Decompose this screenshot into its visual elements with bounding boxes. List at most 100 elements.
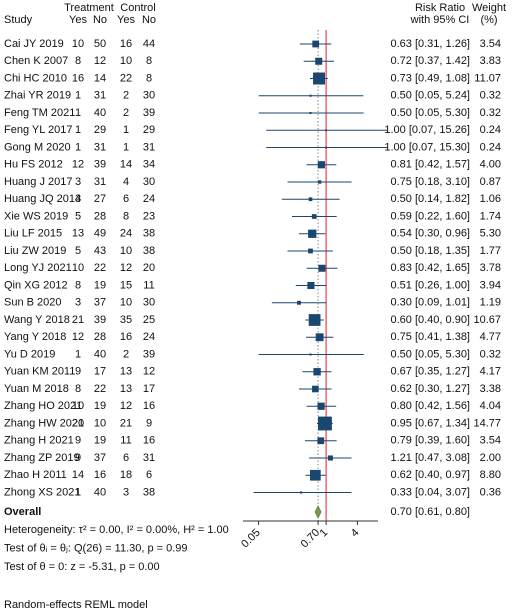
effect-label: 0.75 [0.41, 1.38]: [390, 331, 470, 343]
count-cell: 37: [94, 297, 106, 309]
weight-label: 0.24: [480, 124, 501, 136]
count-cell: 40: [94, 107, 106, 119]
effect-label: 0.50 [0.05, 5.30]: [390, 348, 470, 360]
study-label: Gong M 2020: [4, 141, 71, 153]
study-label: Zhong XS 2021: [4, 486, 80, 498]
count-cell: 39: [143, 107, 155, 119]
count-cell: 2: [123, 348, 129, 360]
count-cell: 12: [143, 366, 155, 378]
point-estimate: [320, 163, 323, 166]
count-cell: 28: [94, 210, 106, 222]
count-cell: 43: [94, 245, 106, 257]
study-header: Study: [4, 14, 33, 26]
count-cell: 3: [75, 297, 81, 309]
count-cell: 31: [94, 90, 106, 102]
point-estimate: [314, 43, 317, 45]
count-cell: 39: [94, 314, 106, 326]
weight-label: 4.04: [480, 400, 501, 412]
overall-diamond: [314, 505, 322, 519]
effect-label: 0.81 [0.42, 1.57]: [390, 159, 470, 171]
point-estimate: [316, 370, 319, 373]
count-cell: 21: [72, 314, 84, 326]
weight-label: 3.94: [480, 279, 501, 291]
count-cell: 38: [143, 486, 155, 498]
effect-label: 0.51 [0.26, 1.00]: [390, 279, 470, 291]
count-cell: 1: [75, 90, 81, 102]
study-label: Chi HC 2010: [4, 72, 67, 84]
count-cell: 22: [94, 383, 106, 395]
count-cell: 12: [120, 400, 132, 412]
count-cell: 11: [143, 279, 154, 291]
count-cell: 30: [143, 90, 155, 102]
effect-label: 0.95 [0.67, 1.34]: [390, 417, 470, 429]
count-cell: 40: [94, 348, 106, 360]
study-label: Zhang H 2021: [4, 435, 74, 447]
effect-subheader: with 95% CI: [410, 14, 470, 26]
weight-label: 0.32: [480, 107, 501, 119]
weight-label: 1.77: [480, 245, 501, 257]
effect-label: 0.67 [0.35, 1.27]: [390, 366, 470, 378]
count-cell: 30: [143, 297, 155, 309]
count-cell: 19: [94, 400, 106, 412]
point-estimate: [311, 232, 314, 235]
count-cell: 2: [123, 107, 129, 119]
study-label: Qin XG 2012: [4, 279, 68, 291]
study-label: Yang Y 2018: [4, 331, 66, 343]
effect-label: 1.21 [0.47, 3.08]: [390, 452, 470, 464]
overall-effect-label: 0.70 [0.61, 0.80]: [390, 506, 470, 518]
point-estimate: [309, 250, 312, 252]
effect-label: 0.59 [0.22, 1.60]: [390, 210, 470, 222]
point-estimate: [329, 457, 332, 459]
footnote: Test of θ = 0: z = -5.31, p = 0.00: [4, 561, 160, 573]
count-cell: 28: [94, 331, 106, 343]
weight-label: 2.00: [480, 452, 501, 464]
count-cell: 20: [72, 417, 84, 429]
weight-header: Weight: [472, 2, 506, 14]
count-cell: 1: [75, 107, 81, 119]
count-cell: 49: [94, 228, 106, 240]
point-estimate: [309, 198, 312, 201]
count-cell: 22: [120, 72, 132, 84]
weight-label: 3.54: [480, 435, 501, 447]
count-cell: 1: [75, 124, 81, 136]
point-estimate: [313, 215, 316, 218]
count-cell: 15: [120, 279, 132, 291]
point-estimate: [325, 146, 328, 149]
effect-label: 0.79 [0.39, 1.60]: [390, 435, 470, 447]
count-cell: 10: [120, 55, 132, 67]
effect-label: 0.54 [0.30, 0.96]: [390, 228, 470, 240]
point-estimate: [325, 129, 328, 132]
count-cell: 4: [123, 176, 129, 188]
effect-label: 0.72 [0.37, 1.42]: [390, 55, 470, 67]
count-cell: 8: [75, 383, 81, 395]
study-label: Zhang HW 2021: [4, 417, 84, 429]
count-cell: 24: [143, 331, 155, 343]
point-estimate: [318, 336, 321, 339]
count-cell: 1: [75, 348, 81, 360]
count-cell: 8: [146, 72, 152, 84]
effect-label: 0.60 [0.40, 0.90]: [390, 314, 470, 326]
point-estimate: [323, 422, 326, 425]
count-cell: 6: [123, 193, 129, 205]
study-label: Yu D 2019: [4, 348, 55, 360]
point-estimate: [320, 405, 323, 408]
weight-label: 4.00: [480, 159, 501, 171]
study-label: Yuan KM 2011: [4, 366, 75, 378]
effect-label: 0.50 [0.05, 5.30]: [390, 107, 470, 119]
count-cell: 5: [75, 245, 81, 257]
count-cell: 30: [143, 176, 155, 188]
count-cell: 50: [94, 38, 106, 50]
study-label: Chen K 2007: [4, 55, 68, 67]
study-label: Yuan M 2018: [4, 383, 69, 395]
count-cell: 13: [120, 383, 132, 395]
weight-label: 1.19: [480, 297, 501, 309]
count-cell: 38: [143, 245, 155, 257]
study-label: Feng YL 2017: [4, 124, 73, 136]
count-cell: 1: [123, 141, 129, 153]
count-cell: 14: [94, 72, 106, 84]
point-estimate: [297, 301, 300, 304]
count-cell: 37: [94, 452, 106, 464]
count-cell: 14: [120, 159, 132, 171]
column-header: No: [142, 14, 156, 26]
effect-label: 0.75 [0.18, 3.10]: [390, 176, 470, 188]
